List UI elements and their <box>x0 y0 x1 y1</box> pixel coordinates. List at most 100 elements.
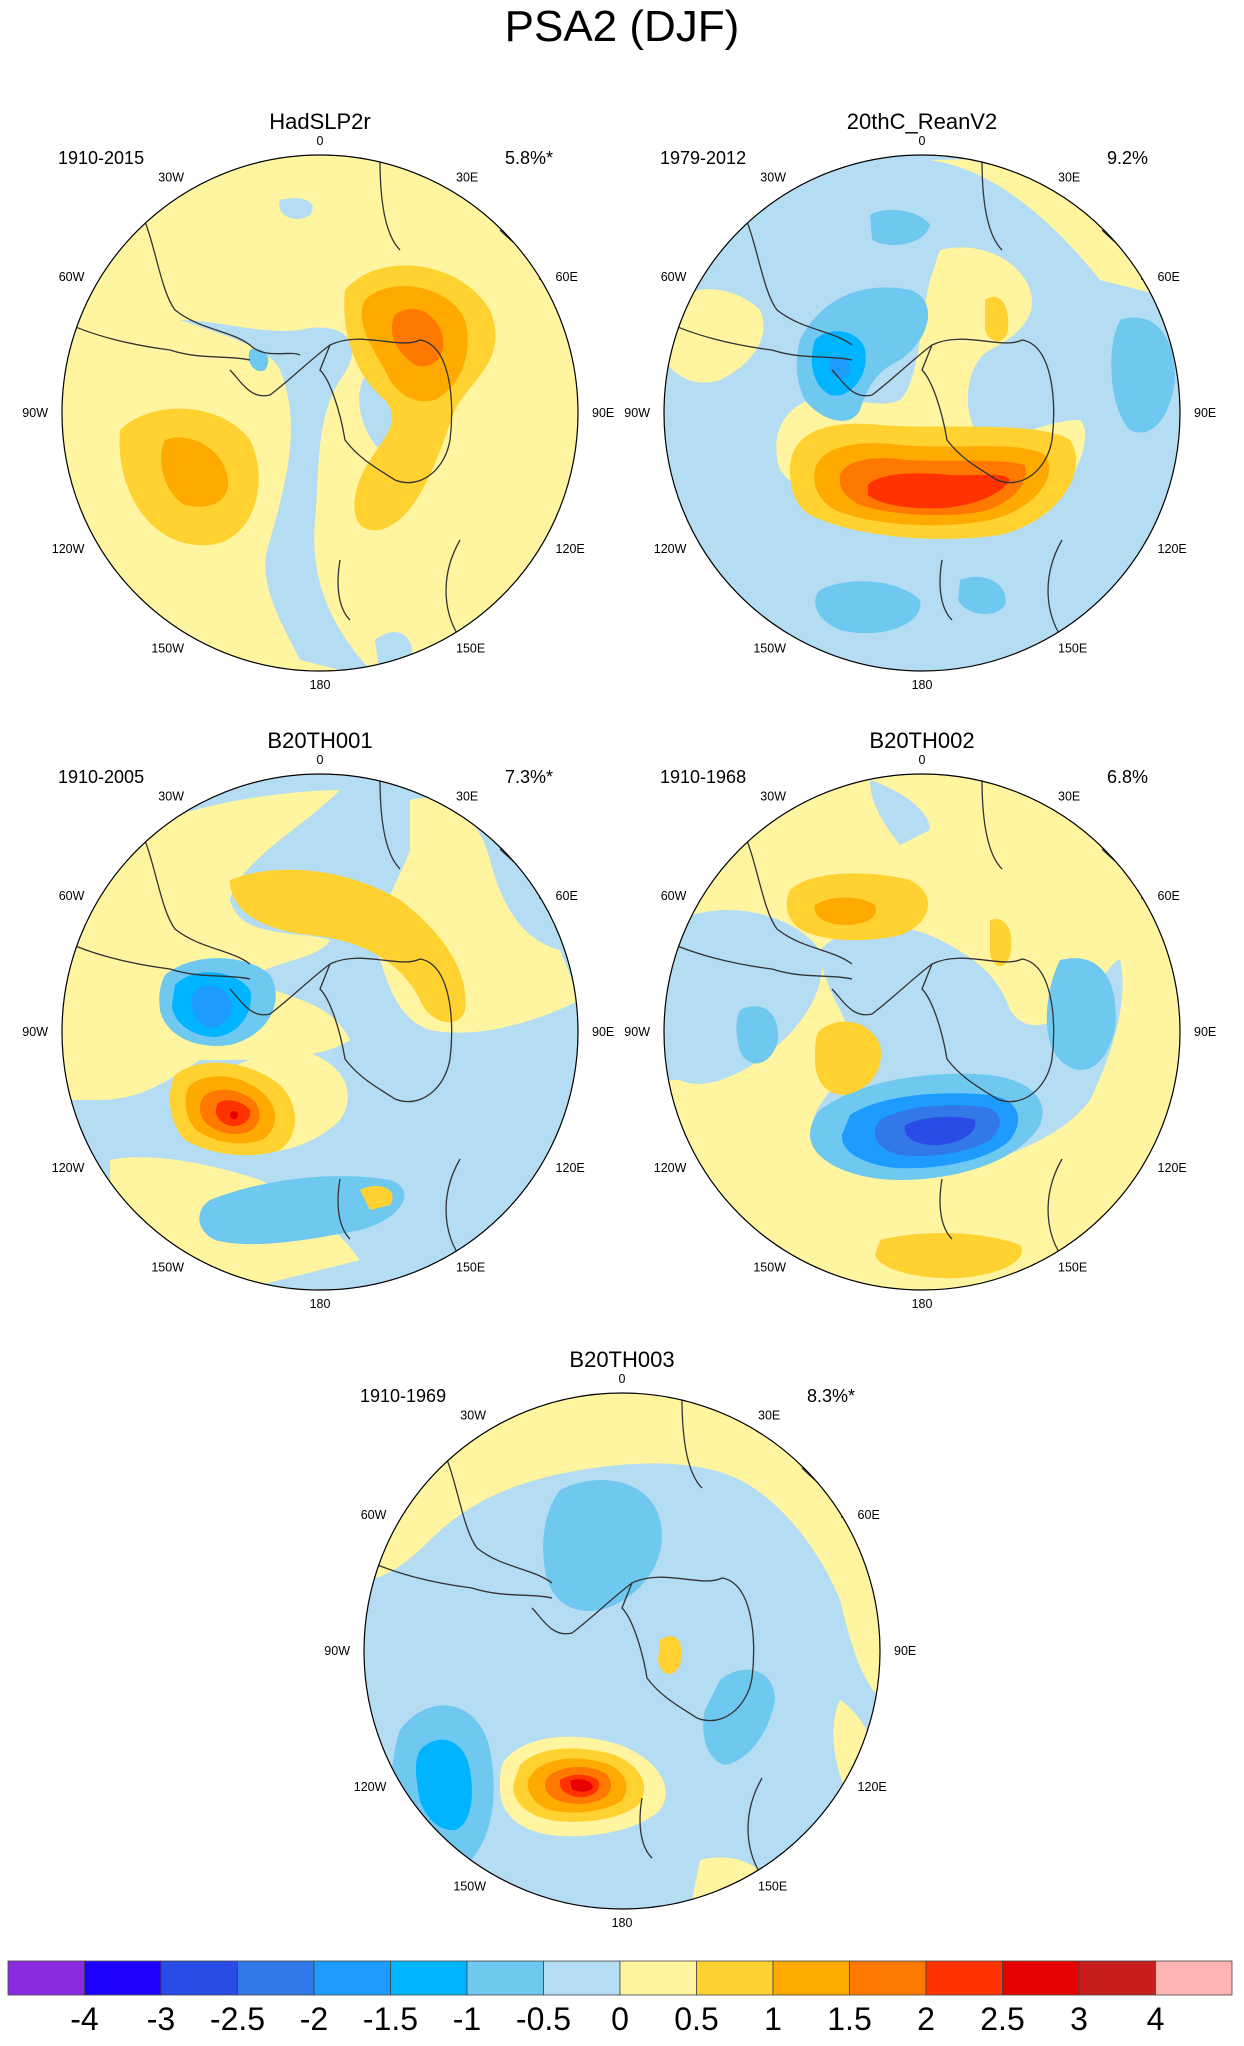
longitude-label: 180 <box>912 1297 933 1311</box>
longitude-label: 0 <box>619 1372 626 1386</box>
longitude-label: 90W <box>624 406 650 420</box>
longitude-label: 150E <box>456 1261 485 1275</box>
longitude-label: 120W <box>354 1780 387 1794</box>
longitude-label: 120W <box>52 542 85 556</box>
panel-b20th002 <box>663 773 1181 1291</box>
longitude-label: 180 <box>912 678 933 692</box>
longitude-label: 30W <box>158 789 184 803</box>
colorbar-tick-label: -4 <box>70 2001 98 2037</box>
colorbar-tick-label: -3 <box>147 2001 175 2037</box>
longitude-label: 30E <box>1058 789 1080 803</box>
longitude-label: 150W <box>453 1880 486 1894</box>
longitude-label: 180 <box>310 1297 331 1311</box>
longitude-label: 30E <box>456 170 478 184</box>
longitude-label: 60W <box>59 270 85 284</box>
longitude-label: 60E <box>556 889 578 903</box>
colorbar-tick-label: -0.5 <box>516 2001 571 2037</box>
variance-label: 6.8% <box>1107 767 1148 787</box>
colorbar-swatch <box>1002 1960 1080 1996</box>
longitude-label: 90E <box>894 1644 916 1658</box>
colorbar-tick-label: 2.5 <box>980 2001 1024 2037</box>
longitude-label: 90E <box>1194 1025 1216 1039</box>
longitude-label: 90E <box>1194 406 1216 420</box>
longitude-label: 150E <box>1058 642 1087 656</box>
colorbar-swatch <box>313 1960 391 1996</box>
longitude-label: 0 <box>317 134 324 148</box>
longitude-label: 150W <box>151 642 184 656</box>
longitude-label: 60W <box>59 889 85 903</box>
panel-title: B20TH002 <box>869 728 974 753</box>
variance-label: 8.3%* <box>807 1386 855 1406</box>
longitude-label: 180 <box>310 678 331 692</box>
longitude-label: 60W <box>661 889 687 903</box>
panel-hadslp2r <box>61 154 579 672</box>
colorbar-swatch <box>925 1960 1003 1996</box>
longitude-label: 150W <box>753 642 786 656</box>
colorbar-swatch <box>7 1960 85 1996</box>
longitude-label: 60E <box>1158 889 1180 903</box>
contour-field <box>664 774 1180 1290</box>
contour-field <box>62 774 578 1290</box>
colorbar-swatch <box>466 1960 544 1996</box>
longitude-label: 120E <box>1158 542 1187 556</box>
map-boundary <box>663 154 1181 672</box>
longitude-label: 60W <box>661 270 687 284</box>
period-label: 1910-1969 <box>360 1386 446 1406</box>
colorbar-swatch <box>390 1960 468 1996</box>
colorbar-swatch <box>237 1960 315 1996</box>
colorbar-swatch <box>849 1960 927 1996</box>
longitude-label: 120E <box>556 542 585 556</box>
variance-label: 5.8%* <box>505 148 553 168</box>
longitude-label: 90W <box>624 1025 650 1039</box>
longitude-label: 120E <box>556 1161 585 1175</box>
period-label: 1910-1968 <box>660 767 746 787</box>
longitude-label: 150E <box>456 642 485 656</box>
colorbar-swatch <box>84 1960 162 1996</box>
longitude-label: 60W <box>361 1508 387 1522</box>
longitude-label: 90W <box>324 1644 350 1658</box>
longitude-label: 30E <box>1058 170 1080 184</box>
longitude-label: 150E <box>758 1880 787 1894</box>
longitude-label: 30W <box>760 170 786 184</box>
colorbar-swatch <box>543 1960 621 1996</box>
longitude-label: 120E <box>858 1780 887 1794</box>
period-label: 1910-2005 <box>58 767 144 787</box>
longitude-label: 90E <box>592 406 614 420</box>
colorbar-tick-label: 2 <box>917 2001 935 2037</box>
panel-title: B20TH003 <box>569 1347 674 1372</box>
map-boundary <box>363 1392 881 1910</box>
colorbar: -4 -3 -2.5 -2 -1.5 -1 -0.5 0 0.5 1 1.5 2 2.5 3 4 <box>7 1960 1233 2037</box>
longitude-label: 90W <box>22 406 48 420</box>
colorbar-swatch <box>1155 1960 1233 1996</box>
longitude-label: 0 <box>919 134 926 148</box>
colorbar-tick-label: 4 <box>1147 2001 1165 2037</box>
longitude-label: 90W <box>22 1025 48 1039</box>
colorbar-tick-label: -1.5 <box>363 2001 418 2037</box>
variance-label: 9.2% <box>1107 148 1148 168</box>
contour-field <box>364 1393 880 1909</box>
text-layer: HadSLP2r 1910-2015 5.8%* 0 30E 60E 90E 120E 150E… <box>22 109 1216 1930</box>
longitude-label: 60E <box>858 1508 880 1522</box>
colorbar-swatch <box>772 1960 850 1996</box>
figure-title: PSA2 (DJF) <box>504 2 740 51</box>
longitude-label: 30W <box>760 789 786 803</box>
longitude-label: 30E <box>456 789 478 803</box>
longitude-label: 120W <box>654 542 687 556</box>
period-label: 1979-2012 <box>660 148 746 168</box>
panel-b20th001 <box>61 773 579 1291</box>
colorbar-swatch <box>160 1960 238 1996</box>
colorbar-tick-label: 1.5 <box>827 2001 871 2037</box>
longitude-label: 180 <box>612 1916 633 1930</box>
panel-title: B20TH001 <box>267 728 372 753</box>
longitude-label: 30W <box>460 1408 486 1422</box>
longitude-label: 0 <box>919 753 926 767</box>
colorbar-tick-label: -1 <box>453 2001 481 2037</box>
longitude-label: 0 <box>317 753 324 767</box>
panel-20thc-reanv2 <box>663 154 1181 672</box>
colorbar-tick-label: -2 <box>300 2001 328 2037</box>
contour-field <box>62 155 578 671</box>
colorbar-tick-label: 0 <box>611 2001 629 2037</box>
longitude-label: 150W <box>151 1261 184 1275</box>
longitude-label: 30E <box>758 1408 780 1422</box>
